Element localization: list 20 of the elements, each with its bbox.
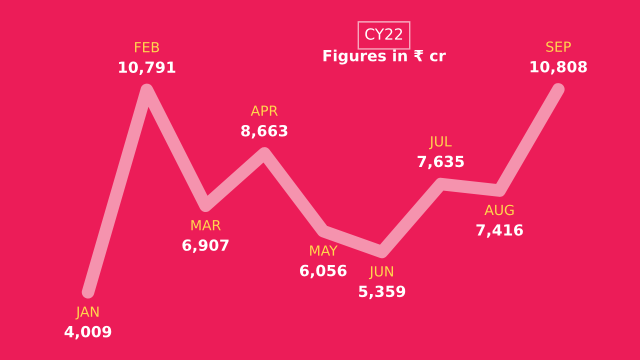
data-label: 8,663: [241, 124, 288, 138]
data-label: 7,635: [418, 156, 464, 170]
data-label: 10,791: [119, 61, 176, 75]
x-tick-label: JUN: [368, 266, 393, 280]
x-tick-label: MAY: [310, 245, 338, 256]
data-label: 7,416: [476, 224, 523, 238]
chart-subtitle: Figures in ₹ cr: [324, 50, 446, 64]
data-label: 5,359: [359, 286, 406, 300]
x-tick-label: APR: [250, 106, 278, 116]
x-tick-label: MAR: [191, 220, 221, 230]
data-label: 10,808: [530, 60, 587, 74]
x-tick-label: FEB: [135, 42, 159, 52]
x-tick-label: AUG: [484, 204, 514, 216]
x-tick-label: JAN: [75, 306, 99, 320]
data-label: 6,056: [300, 264, 347, 278]
data-label: 6,907: [182, 239, 229, 253]
x-tick-label: SEP: [546, 41, 571, 52]
chart-title: CY22: [365, 28, 402, 40]
x-tick-label: JUL: [429, 136, 452, 150]
data-label: 4,009: [64, 326, 112, 340]
